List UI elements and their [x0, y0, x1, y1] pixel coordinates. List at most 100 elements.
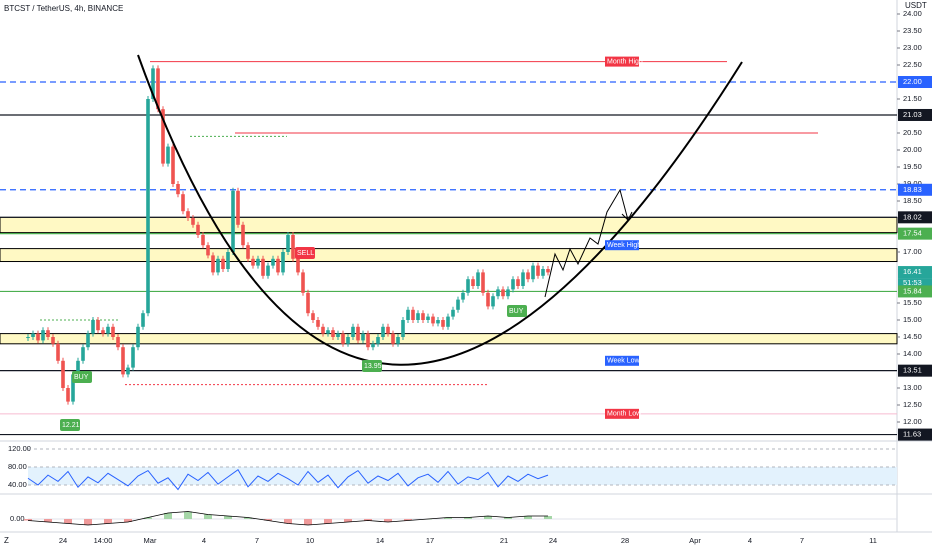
candle	[401, 320, 405, 337]
candle	[376, 337, 380, 344]
level-box-label: 18.83	[903, 185, 922, 194]
candle	[226, 252, 230, 269]
candle	[296, 258, 300, 273]
candle	[331, 330, 335, 337]
toolbar-icon[interactable]: Z	[4, 536, 9, 545]
candle	[336, 333, 340, 337]
macd-bar	[24, 519, 32, 521]
macd-bar	[284, 519, 292, 524]
level-box-label: 13.51	[903, 366, 922, 375]
countdown-box	[898, 278, 932, 289]
candle	[416, 313, 420, 320]
level-box	[898, 108, 932, 121]
time-label: 10	[306, 536, 314, 545]
macd-bar	[364, 519, 372, 521]
candle	[361, 333, 365, 341]
candle	[266, 265, 270, 276]
candle	[511, 279, 515, 290]
signal-marker	[295, 247, 315, 259]
price-tick-label: 17.00	[903, 247, 922, 256]
annotation-box	[605, 408, 639, 419]
signal-label: BUY	[74, 374, 89, 381]
signal-label: SELL	[297, 250, 314, 257]
candle	[71, 374, 75, 402]
level-box	[898, 227, 932, 240]
level-box-label: 17.54	[903, 229, 922, 238]
candle	[441, 320, 445, 327]
macd-bar	[144, 517, 152, 519]
candle	[471, 279, 475, 286]
macd-bar	[344, 519, 352, 522]
level-box	[898, 183, 932, 196]
candle	[291, 235, 295, 259]
macd-bar	[244, 517, 252, 519]
macd-bar	[304, 519, 312, 525]
candle	[286, 235, 290, 252]
time-label: 11	[869, 536, 877, 545]
candle	[396, 337, 400, 344]
candle	[381, 326, 385, 337]
candle	[386, 326, 390, 334]
level-box	[898, 285, 932, 298]
level-box-label: 22.00	[903, 77, 922, 86]
level-box-label: 16.41	[903, 267, 922, 276]
candle	[501, 289, 505, 297]
candle	[106, 326, 110, 334]
time-label: 4	[748, 536, 752, 545]
macd-bar	[204, 514, 212, 519]
time-label: Mar	[144, 536, 157, 545]
candle	[451, 309, 455, 317]
candle	[91, 320, 95, 334]
candle	[231, 190, 235, 252]
candle	[66, 388, 70, 402]
time-label: 17	[426, 536, 434, 545]
candle	[516, 279, 520, 286]
candle	[156, 68, 160, 110]
candle	[201, 235, 205, 246]
candle	[56, 343, 60, 361]
price-tick-label: 21.50	[903, 94, 922, 103]
level-box-label: 21.03	[903, 110, 922, 119]
price-tick-label: 22.50	[903, 60, 922, 69]
time-label: 21	[500, 536, 508, 545]
macd-bar	[384, 519, 392, 522]
candle	[356, 326, 360, 341]
candle	[461, 292, 465, 300]
candle	[176, 184, 180, 195]
symbol-title: BTCST / TetherUS, 4h, BINANCE	[4, 4, 123, 13]
candle	[306, 292, 310, 314]
candle	[76, 360, 80, 375]
candle	[241, 224, 245, 246]
candle	[221, 258, 225, 269]
candle	[216, 258, 220, 273]
macd-bar	[464, 517, 472, 519]
price-tick-label: 14.50	[903, 332, 922, 341]
macd-bar	[84, 519, 92, 525]
candle	[151, 68, 155, 99]
candle	[166, 146, 170, 164]
candle	[46, 330, 50, 337]
candle	[31, 333, 35, 337]
macd-bar	[324, 519, 332, 524]
candle	[391, 333, 395, 344]
candle	[86, 333, 90, 348]
signal-marker	[362, 360, 382, 372]
candle	[436, 320, 440, 324]
annotation-label: Month High	[607, 58, 643, 65]
macd-bar	[544, 516, 552, 519]
signal-label: 13.95	[364, 363, 382, 370]
candle	[521, 272, 525, 286]
candle	[371, 343, 375, 348]
candle	[421, 313, 425, 320]
candle	[496, 289, 500, 297]
macd-bar	[44, 519, 52, 522]
price-tick-label: 19.00	[903, 179, 922, 188]
candle	[411, 309, 415, 320]
level-box-label: 15.84	[903, 286, 922, 295]
signal-label: BUY	[509, 308, 524, 315]
price-tick-label: 14.00	[903, 349, 922, 358]
annotation-label: Month Low	[607, 411, 642, 418]
rsi-tick-label: 40.00	[8, 480, 27, 489]
projection-path	[544, 188, 629, 298]
